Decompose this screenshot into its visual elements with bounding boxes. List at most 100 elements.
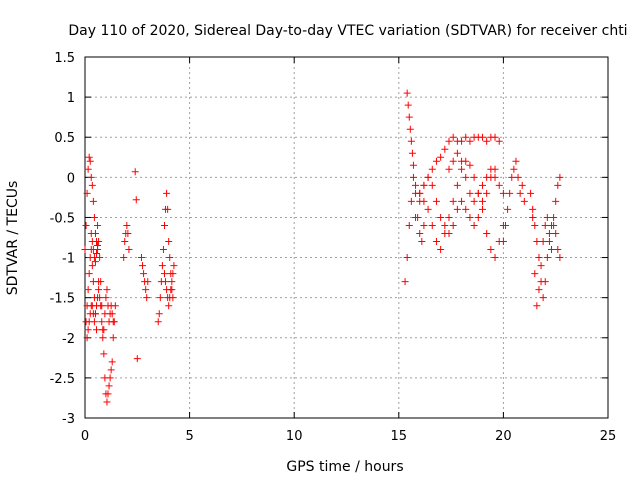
data-point bbox=[537, 262, 545, 270]
data-point bbox=[445, 213, 453, 221]
data-point bbox=[458, 165, 466, 173]
data-point bbox=[142, 286, 150, 294]
data-point bbox=[84, 286, 92, 294]
data-point bbox=[514, 173, 522, 181]
data-point bbox=[508, 173, 516, 181]
data-point bbox=[458, 137, 466, 145]
y-axis-label: SDTVAR / TECUs bbox=[5, 181, 21, 296]
data-point bbox=[107, 366, 115, 374]
data-point bbox=[483, 189, 491, 197]
data-point bbox=[478, 181, 486, 189]
data-point bbox=[416, 189, 424, 197]
data-point bbox=[499, 189, 507, 197]
data-point bbox=[466, 137, 474, 145]
data-point bbox=[483, 137, 491, 145]
data-point bbox=[90, 318, 98, 326]
data-point bbox=[539, 238, 547, 246]
data-point bbox=[102, 294, 110, 302]
data-point bbox=[556, 254, 564, 262]
data-point bbox=[104, 390, 112, 398]
data-point bbox=[533, 302, 541, 310]
data-point bbox=[97, 302, 105, 310]
data-point bbox=[82, 221, 90, 229]
data-point bbox=[87, 173, 95, 181]
data-point bbox=[462, 173, 470, 181]
y-tick-label: -3 bbox=[62, 412, 75, 427]
data-point bbox=[520, 197, 528, 205]
data-point bbox=[81, 246, 89, 254]
data-point bbox=[428, 165, 436, 173]
data-point bbox=[491, 173, 499, 181]
data-point bbox=[470, 197, 478, 205]
data-point bbox=[109, 334, 117, 342]
data-point bbox=[139, 262, 147, 270]
data-point bbox=[97, 278, 105, 286]
data-point bbox=[478, 205, 486, 213]
data-point bbox=[137, 254, 145, 262]
data-point bbox=[466, 213, 474, 221]
data-point bbox=[478, 133, 486, 141]
data-point bbox=[556, 173, 564, 181]
data-point bbox=[89, 246, 97, 254]
data-point bbox=[105, 382, 113, 390]
data-point bbox=[167, 286, 175, 294]
series-late-arc-i bbox=[529, 205, 564, 302]
data-point bbox=[449, 197, 457, 205]
data-point bbox=[164, 205, 172, 213]
data-point bbox=[88, 238, 96, 246]
y-tick-label: -1.5 bbox=[50, 292, 75, 307]
data-point bbox=[554, 246, 562, 254]
data-point bbox=[474, 189, 482, 197]
data-point bbox=[501, 221, 509, 229]
data-point bbox=[418, 238, 426, 246]
data-point bbox=[121, 238, 129, 246]
data-point bbox=[93, 250, 101, 258]
data-point bbox=[466, 161, 474, 169]
data-point bbox=[131, 168, 139, 176]
data-point bbox=[86, 157, 94, 165]
data-point bbox=[93, 326, 101, 334]
data-point bbox=[527, 189, 535, 197]
data-point bbox=[85, 270, 93, 278]
data-point bbox=[106, 374, 114, 382]
data-point bbox=[529, 205, 537, 213]
data-point bbox=[412, 213, 420, 221]
data-point bbox=[453, 181, 461, 189]
series-early-arc-f bbox=[87, 229, 102, 266]
data-point bbox=[133, 355, 141, 363]
data-point bbox=[491, 254, 499, 262]
data-point bbox=[160, 221, 168, 229]
data-point bbox=[88, 262, 96, 270]
data-point bbox=[109, 318, 117, 326]
data-point bbox=[491, 133, 499, 141]
data-point bbox=[162, 278, 170, 286]
chart-title: Day 110 of 2020, Sidereal Day-to-day VTE… bbox=[68, 23, 627, 39]
data-point bbox=[94, 221, 102, 229]
data-point bbox=[154, 318, 162, 326]
data-point bbox=[166, 294, 174, 302]
data-point bbox=[462, 205, 470, 213]
data-point bbox=[445, 229, 453, 237]
data-point bbox=[409, 161, 417, 169]
data-point bbox=[552, 197, 560, 205]
series-late-arc-h bbox=[527, 173, 564, 310]
series-arc-2h bbox=[120, 221, 133, 262]
data-point bbox=[98, 318, 106, 326]
data-point bbox=[535, 286, 543, 294]
data-point bbox=[83, 189, 91, 197]
data-point bbox=[405, 113, 413, 121]
data-point bbox=[123, 221, 131, 229]
data-point bbox=[108, 358, 116, 366]
x-tick-label: 25 bbox=[600, 429, 617, 444]
series-early-arc-e bbox=[95, 286, 117, 342]
data-point bbox=[504, 205, 512, 213]
data-point bbox=[166, 254, 174, 262]
y-tick-label: -2 bbox=[62, 332, 75, 347]
data-point bbox=[432, 157, 440, 165]
data-point bbox=[107, 302, 115, 310]
data-point bbox=[100, 350, 108, 358]
data-point bbox=[428, 181, 436, 189]
data-point bbox=[95, 286, 103, 294]
data-point bbox=[545, 229, 553, 237]
data-point bbox=[499, 238, 507, 246]
